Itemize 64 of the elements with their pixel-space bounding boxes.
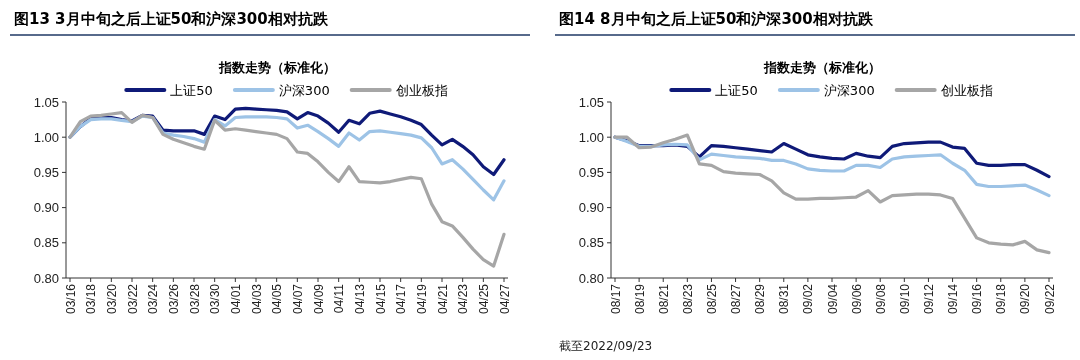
legend-label: 上证50 <box>715 82 758 98</box>
x-tick-label: 04/25 <box>476 283 491 315</box>
x-tick-label: 09/18 <box>994 283 1009 315</box>
y-tick-label: 1.05 <box>33 94 59 110</box>
chart-subtitle: 指数走势（标准化） <box>217 60 336 75</box>
y-tick-label: 0.85 <box>578 235 604 251</box>
x-tick-label: 08/25 <box>704 283 719 315</box>
x-tick-label: 09/22 <box>1042 283 1057 315</box>
x-tick-label: 08/17 <box>608 283 623 315</box>
legend-label: 沪深300 <box>278 82 330 98</box>
x-tick-label: 04/17 <box>394 283 409 315</box>
x-tick-label: 04/03 <box>249 283 264 315</box>
x-tick-label: 04/27 <box>497 283 512 315</box>
x-tick-label: 03/24 <box>146 283 161 315</box>
x-tick-label: 09/06 <box>849 283 864 315</box>
chart-title: 图14 8月中旬之后上证50和沪深300相对抗跌 <box>559 10 874 28</box>
x-tick-label: 08/29 <box>753 283 768 315</box>
y-tick-label: 1.00 <box>33 129 59 145</box>
x-tick-label: 04/19 <box>414 283 429 315</box>
x-tick-label: 04/21 <box>435 283 450 315</box>
y-tick-label: 0.90 <box>578 200 604 216</box>
x-tick-label: 08/23 <box>680 283 695 315</box>
x-tick-label: 03/20 <box>104 283 119 315</box>
x-tick-label: 09/14 <box>946 283 961 315</box>
legend-label: 上证50 <box>170 82 213 98</box>
x-tick-label: 08/27 <box>729 283 744 315</box>
x-tick-label: 03/22 <box>125 283 140 315</box>
x-tick-label: 09/16 <box>970 283 985 315</box>
legend-label: 创业板指 <box>940 82 993 98</box>
text: 截至2022/09/23 <box>559 339 653 353</box>
x-tick-label: 04/07 <box>290 283 305 315</box>
x-tick-label: 09/10 <box>897 283 912 315</box>
y-tick-label: 0.95 <box>578 164 604 180</box>
x-tick-label: 03/28 <box>187 283 202 315</box>
x-tick-label: 04/23 <box>456 283 471 315</box>
x-tick-label: 03/16 <box>63 283 78 315</box>
y-tick-label: 0.80 <box>578 270 604 286</box>
x-tick-label: 09/04 <box>825 283 840 315</box>
chart-title: 图13 3月中旬之后上证50和沪深300相对抗跌 <box>14 10 329 28</box>
y-tick-label: 0.85 <box>33 235 59 251</box>
y-tick-label: 1.05 <box>578 94 604 110</box>
x-tick-label: 03/26 <box>166 283 181 315</box>
x-tick-label: 08/19 <box>632 283 647 315</box>
y-tick-label: 0.80 <box>33 270 59 286</box>
x-tick-label: 04/05 <box>270 283 285 315</box>
x-tick-label: 04/11 <box>332 283 347 314</box>
legend-label: 创业板指 <box>395 82 448 98</box>
x-tick-label: 03/18 <box>84 283 99 315</box>
x-tick-label: 09/12 <box>921 283 936 315</box>
x-tick-label: 08/31 <box>777 283 792 315</box>
x-tick-label: 03/30 <box>208 283 223 315</box>
x-tick-label: 04/13 <box>352 283 367 315</box>
x-tick-label: 04/01 <box>228 283 243 315</box>
chart-subtitle: 指数走势（标准化） <box>762 60 881 75</box>
y-tick-label: 1.00 <box>578 129 604 145</box>
x-tick-label: 09/02 <box>801 283 816 315</box>
x-tick-label: 08/21 <box>656 283 671 315</box>
x-tick-label: 09/20 <box>1018 283 1033 315</box>
y-tick-label: 0.95 <box>33 164 59 180</box>
legend-label: 沪深300 <box>823 82 875 98</box>
x-tick-label: 04/09 <box>311 283 326 315</box>
x-tick-label: 04/15 <box>373 283 388 315</box>
x-tick-label: 09/08 <box>873 283 888 315</box>
y-tick-label: 0.90 <box>33 200 59 216</box>
